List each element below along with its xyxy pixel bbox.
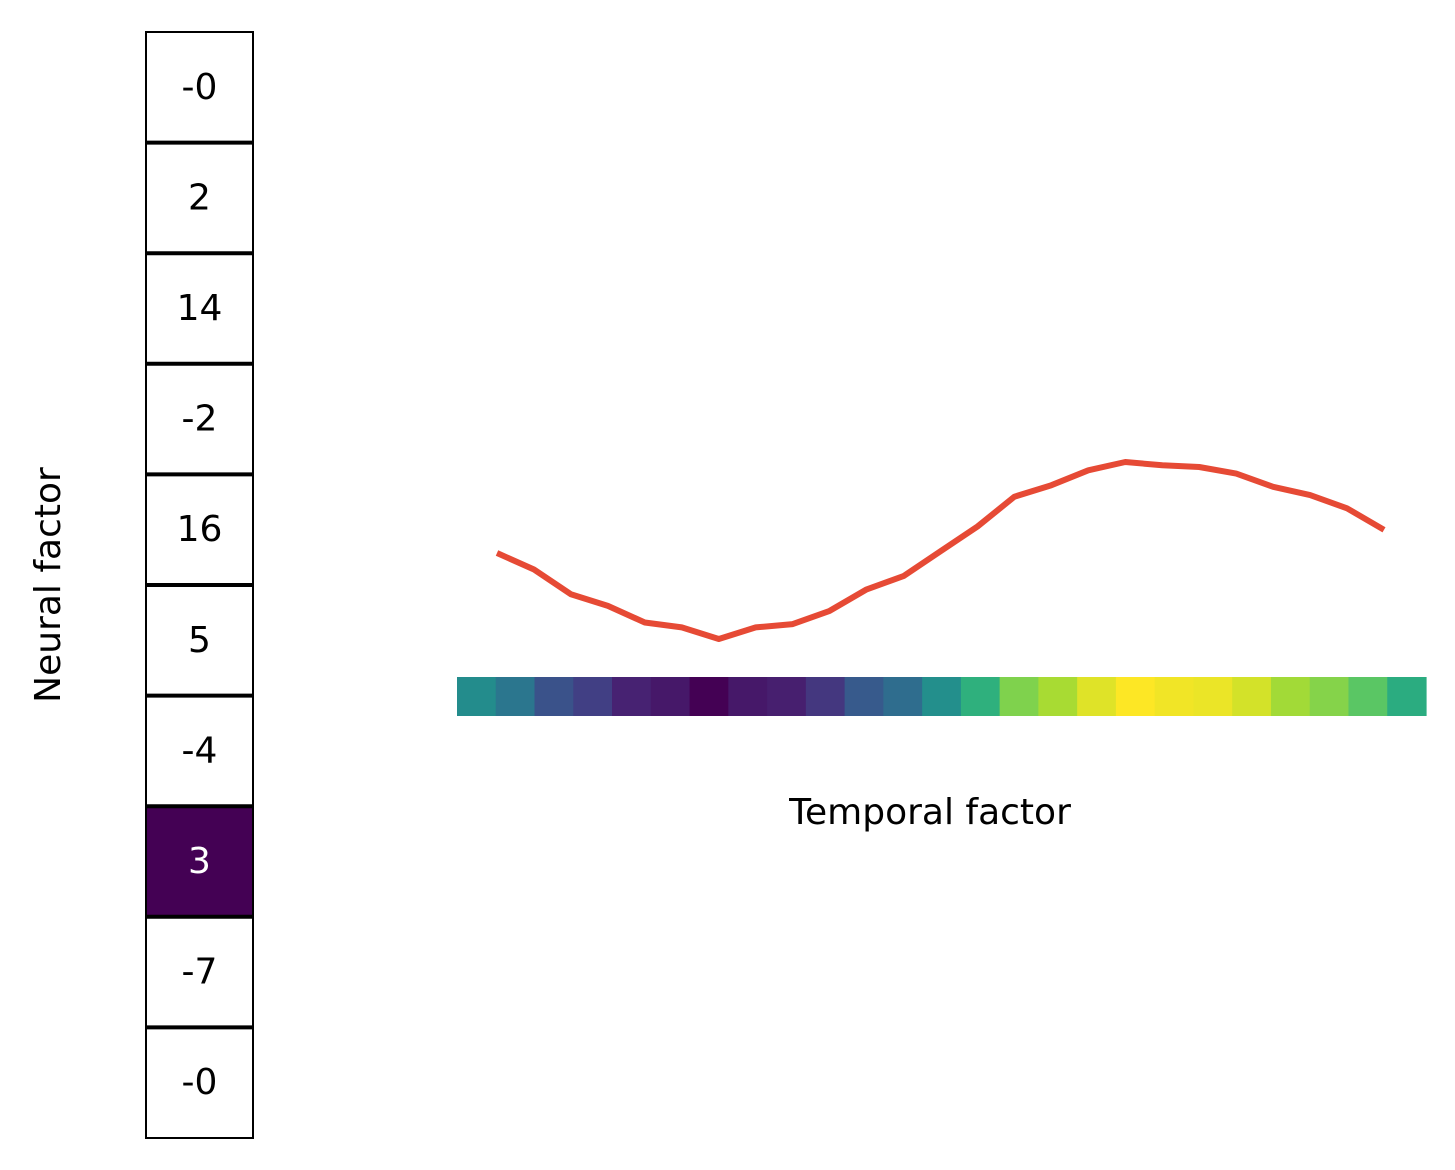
temporal-factor-strip-cell (1309, 677, 1350, 716)
temporal-factor-strip-cell (805, 677, 846, 716)
temporal-factor-strip-cell (767, 677, 807, 716)
temporal-factor-strip-cell (573, 677, 613, 716)
temporal-factor-strip-cell (1232, 677, 1272, 716)
neural-factor-cell-label: 3 (188, 841, 211, 882)
temporal-factor-strip-cell (1038, 677, 1078, 716)
temporal-factor-strip-cell (612, 677, 652, 716)
temporal-factor-strip-cell (689, 677, 729, 716)
neural-factor-cell-label: 5 (188, 620, 211, 661)
neural-factor-cell-label: 16 (177, 509, 223, 550)
temporal-factor-strip-cell (457, 677, 497, 716)
neural-factor-cell-label: -4 (182, 730, 218, 771)
temporal-factor-strip-cell (534, 677, 574, 716)
neural-factor-axis-label: Neural factor (28, 467, 69, 703)
neural-factor-cell (145, 31, 254, 144)
temporal-factor-strip-cell (728, 677, 768, 716)
temporal-factor-strip-cell (960, 677, 1001, 716)
neural-factor-cell (145, 362, 254, 476)
temporal-factor-strip-cell (1115, 677, 1156, 716)
temporal-factor-strip-cell (883, 677, 923, 716)
temporal-factor-strip-cell (922, 677, 962, 716)
temporal-factor-strip-cell (1387, 677, 1427, 716)
temporal-factor-strip-cell (1193, 677, 1233, 716)
neural-factor-cell-label: -0 (182, 1062, 218, 1103)
temporal-factor-strip-cell (999, 677, 1039, 716)
temporal-factor-strip-cell (1154, 677, 1195, 716)
temporal-factor-strip-cell (650, 677, 691, 716)
temporal-factor-strip-cell (1077, 677, 1117, 716)
neural-factor-cell-label: 14 (177, 288, 223, 329)
neural-factor-cell-label: -0 (182, 67, 218, 108)
temporal-factor-axis-label: Temporal factor (788, 792, 1071, 833)
neural-factor-cell (145, 1026, 254, 1140)
temporal-factor-panel (457, 459, 1427, 716)
temporal-factor-series-line (495, 459, 1386, 642)
neural-factor-cell-label: -2 (182, 399, 218, 440)
neural-factor-cell (145, 694, 254, 808)
temporal-factor-strip-cell (844, 677, 884, 716)
temporal-factor-strip-cell (1270, 677, 1311, 716)
neural-factor-panel: -0 2 14 -2 16 5 -4 3 -7 -0 (145, 31, 254, 1140)
neural-factor-cell (145, 584, 254, 697)
neural-factor-cell (145, 805, 254, 918)
temporal-factor-strip-cell (495, 677, 536, 716)
neural-factor-cell-label: -7 (182, 952, 218, 993)
neural-factor-cell (145, 141, 254, 255)
temporal-factor-strip-cell (1348, 677, 1388, 716)
temporal-factor-color-strip (457, 677, 1427, 716)
neural-factor-cell-label: 2 (188, 177, 211, 218)
